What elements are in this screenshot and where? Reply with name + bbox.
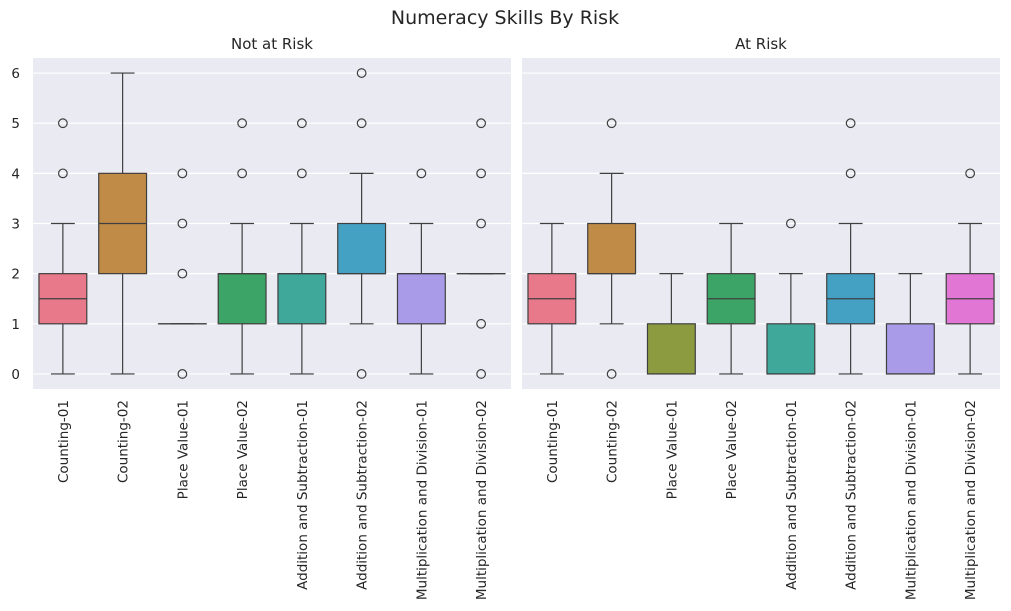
panel-title: At Risk bbox=[735, 35, 787, 53]
box-6: Addition and Subtraction-02 bbox=[826, 118, 876, 590]
outlier-point bbox=[606, 118, 617, 129]
box-1: Counting-01 bbox=[38, 118, 88, 483]
outlier-point bbox=[356, 369, 367, 379]
outlier-point bbox=[296, 118, 307, 129]
x-tick-label: Place Value-02 bbox=[724, 400, 740, 499]
panel-at-risk: At Risk Counting-01 Counting-02 Place Value… bbox=[522, 35, 1000, 600]
outlier-point bbox=[476, 168, 487, 179]
x-tick-label: Counting-01 bbox=[545, 400, 561, 483]
box-5: Addition and Subtraction-01 bbox=[766, 218, 816, 590]
y-tick-label: 2 bbox=[11, 267, 20, 283]
box-3: Place Value-01 bbox=[157, 168, 207, 499]
box-8: Multiplication and Division-02 bbox=[456, 118, 506, 600]
panels: 0 1 2 3 4 5 6 Not at Risk Counting-01 Counting-02… bbox=[11, 35, 1000, 600]
outlier-point bbox=[606, 369, 617, 379]
x-tick-label: Place Value-01 bbox=[664, 400, 680, 499]
outlier-point bbox=[177, 168, 188, 179]
outlier-point bbox=[965, 168, 976, 179]
outlier-point bbox=[296, 168, 307, 179]
box-1: Counting-01 bbox=[527, 222, 577, 483]
outlier-point bbox=[237, 118, 248, 129]
box-4: Place Value-02 bbox=[706, 222, 756, 499]
box-body bbox=[885, 323, 935, 375]
outlier-point bbox=[476, 369, 487, 379]
outlier-point bbox=[845, 168, 856, 179]
x-tick-label: Multiplication and Division-01 bbox=[903, 400, 919, 600]
box-2: Counting-02 bbox=[587, 118, 637, 483]
box-body bbox=[277, 273, 327, 325]
x-tick-label: Counting-01 bbox=[56, 400, 72, 483]
x-tick-label: Counting-02 bbox=[605, 400, 621, 483]
box-body bbox=[646, 323, 696, 375]
box-7: Multiplication and Division-01 bbox=[396, 168, 446, 600]
box-3: Place Value-01 bbox=[646, 273, 696, 499]
x-tick-label: Addition and Subtraction-01 bbox=[295, 400, 311, 590]
x-tick-label: Counting-02 bbox=[116, 400, 132, 483]
outlier-point bbox=[237, 168, 248, 179]
x-tick-label: Multiplication and Division-01 bbox=[414, 400, 430, 600]
x-tick-label: Addition and Subtraction-02 bbox=[844, 400, 860, 590]
panel-not-at-risk: 0 1 2 3 4 5 6 Not at Risk Counting-01 Counting-02… bbox=[11, 35, 511, 600]
y-tick-label: 4 bbox=[11, 166, 20, 182]
y-tick-label: 5 bbox=[11, 116, 20, 132]
box-7: Multiplication and Division-01 bbox=[885, 273, 935, 600]
box-body bbox=[766, 323, 816, 375]
outlier-point bbox=[356, 118, 367, 129]
x-tick-label: Place Value-01 bbox=[175, 400, 191, 499]
box-5: Addition and Subtraction-01 bbox=[277, 118, 327, 590]
box-body bbox=[337, 222, 387, 275]
box-6: Addition and Subtraction-02 bbox=[337, 68, 387, 590]
y-tick-label: 6 bbox=[11, 66, 20, 82]
box-body bbox=[587, 222, 637, 275]
box-4: Place Value-02 bbox=[217, 118, 267, 499]
y-tick-label: 0 bbox=[11, 367, 20, 383]
outlier-point bbox=[476, 118, 487, 129]
y-tick-label: 1 bbox=[11, 317, 20, 333]
outlier-point bbox=[476, 318, 487, 329]
box-2: Counting-02 bbox=[98, 72, 148, 483]
x-tick-label: Addition and Subtraction-01 bbox=[784, 400, 800, 590]
x-tick-label: Place Value-02 bbox=[235, 400, 251, 499]
x-tick-label: Addition and Subtraction-02 bbox=[355, 400, 371, 590]
x-tick-label: Multiplication and Division-02 bbox=[474, 400, 490, 600]
outlier-point bbox=[785, 218, 796, 229]
outlier-point bbox=[57, 118, 68, 129]
outlier-point bbox=[845, 118, 856, 129]
outlier-point bbox=[57, 168, 68, 179]
box-8: Multiplication and Division-02 bbox=[945, 168, 995, 600]
figure-title: Numeracy Skills By Risk bbox=[391, 7, 619, 29]
outlier-point bbox=[177, 218, 188, 229]
x-tick-label: Multiplication and Division-02 bbox=[963, 400, 979, 600]
panel-title: Not at Risk bbox=[231, 35, 313, 53]
outlier-point bbox=[476, 218, 487, 229]
outlier-point bbox=[177, 268, 188, 279]
y-tick-label: 3 bbox=[11, 217, 20, 233]
outlier-point bbox=[177, 369, 188, 379]
box-body bbox=[396, 273, 446, 325]
box-body bbox=[217, 273, 267, 325]
outlier-point bbox=[416, 168, 427, 179]
outlier-point bbox=[356, 68, 367, 78]
